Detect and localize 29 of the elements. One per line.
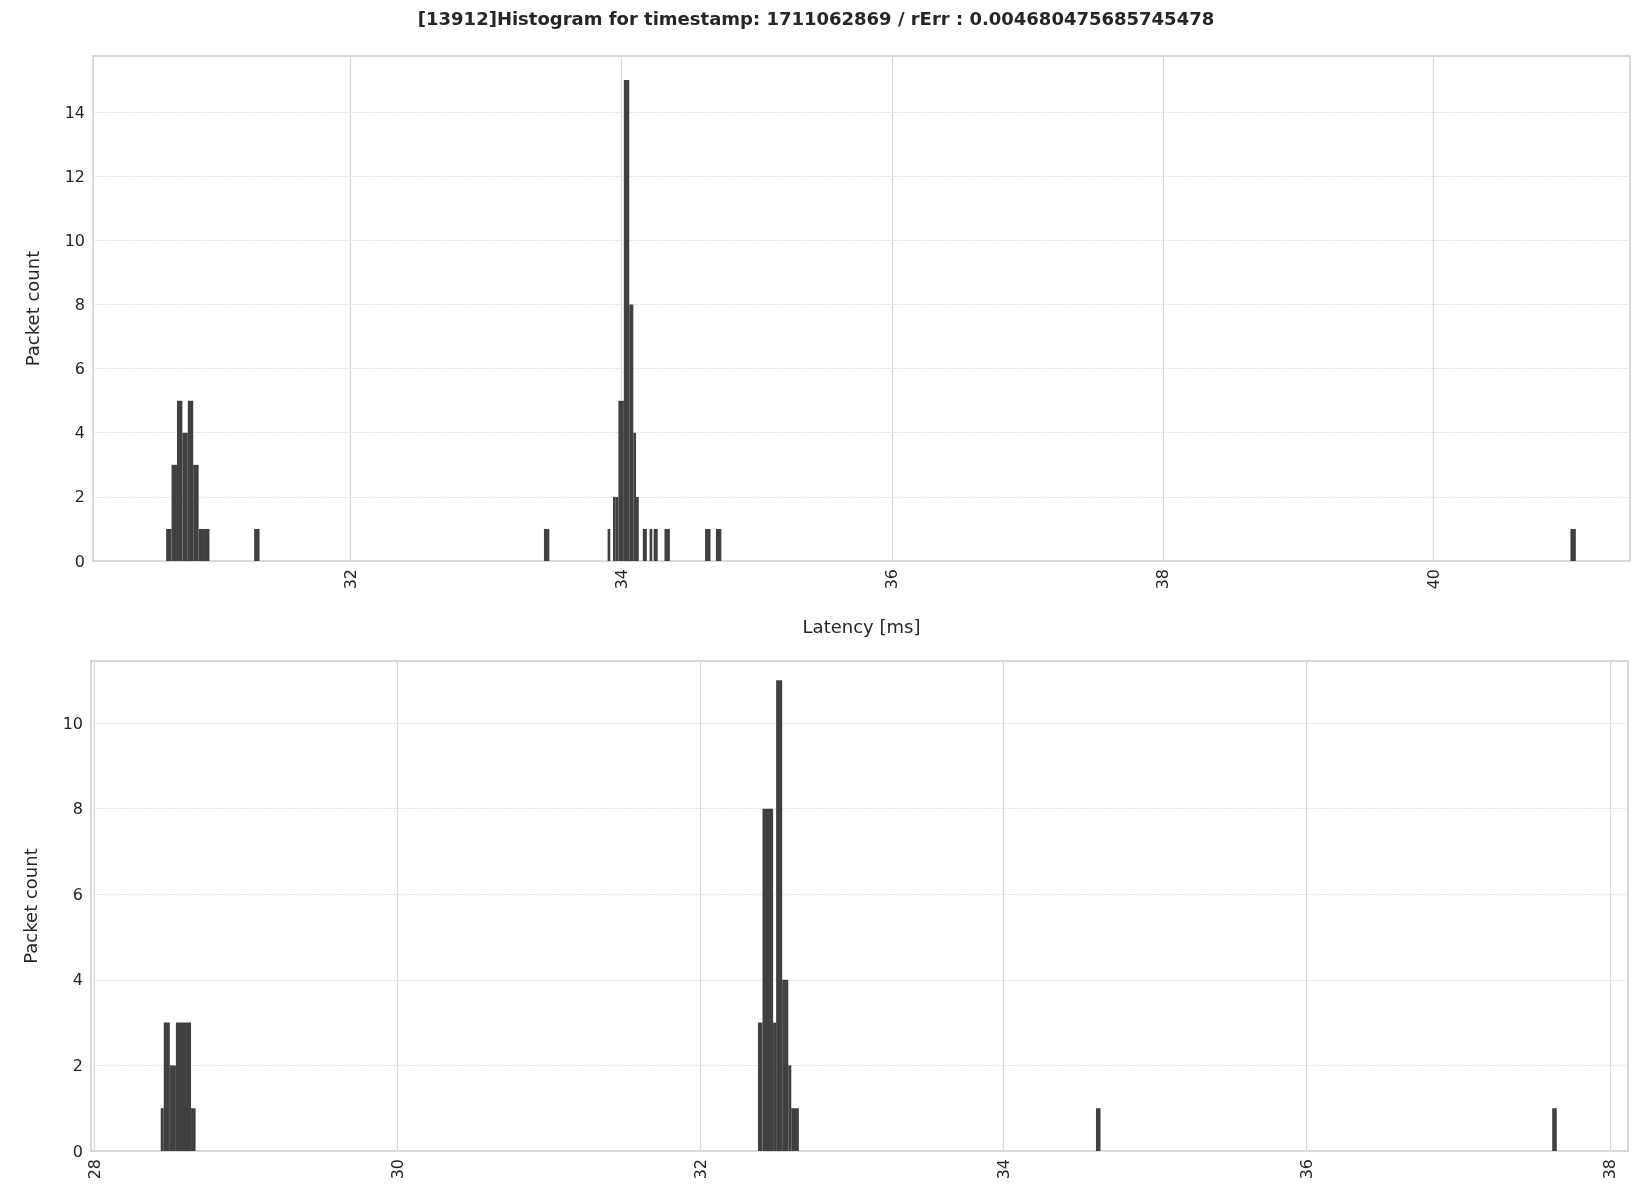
y-tick-label: 8 bbox=[74, 294, 85, 314]
x-tick-label: 36 bbox=[882, 569, 902, 590]
y-tick-label: 4 bbox=[72, 970, 83, 990]
x-axis-title: Latency [ms] bbox=[802, 615, 921, 637]
x-tick-label: 34 bbox=[611, 569, 631, 590]
x-tick-label: 32 bbox=[340, 569, 360, 590]
y-axis-title: Packet count bbox=[21, 250, 43, 367]
y-tick-label: 0 bbox=[74, 551, 85, 571]
x-tick-label: 34 bbox=[994, 1159, 1013, 1180]
y-tick-label: 2 bbox=[74, 487, 85, 507]
x-tick-label: 38 bbox=[1153, 569, 1173, 590]
y-tick-label: 2 bbox=[72, 1055, 83, 1075]
chart-title: [13912]Histogram for timestamp: 1711062869 / rErr : 0.004680475685745478 bbox=[417, 7, 1215, 29]
y-tick-label: 6 bbox=[72, 884, 83, 904]
y-tick-label: 10 bbox=[64, 230, 85, 250]
y-tick-label: 6 bbox=[74, 359, 85, 379]
x-tick-label: 30 bbox=[387, 1159, 407, 1180]
y-tick-label: 14 bbox=[64, 102, 85, 122]
x-tick-label: 38 bbox=[1600, 1159, 1620, 1180]
x-tick-label: 36 bbox=[1297, 1159, 1317, 1180]
x-tick-label: 28 bbox=[84, 1159, 104, 1180]
y-tick-label: 8 bbox=[72, 799, 83, 819]
y-tick-label: 0 bbox=[72, 1141, 83, 1161]
y-tick-label: 4 bbox=[74, 423, 85, 443]
y-axis-title: Packet count bbox=[19, 848, 41, 964]
y-tick-label: 12 bbox=[64, 166, 85, 186]
y-tick-label: 10 bbox=[62, 713, 83, 733]
x-tick-label: 40 bbox=[1424, 569, 1444, 590]
x-tick-label: 32 bbox=[690, 1159, 710, 1180]
